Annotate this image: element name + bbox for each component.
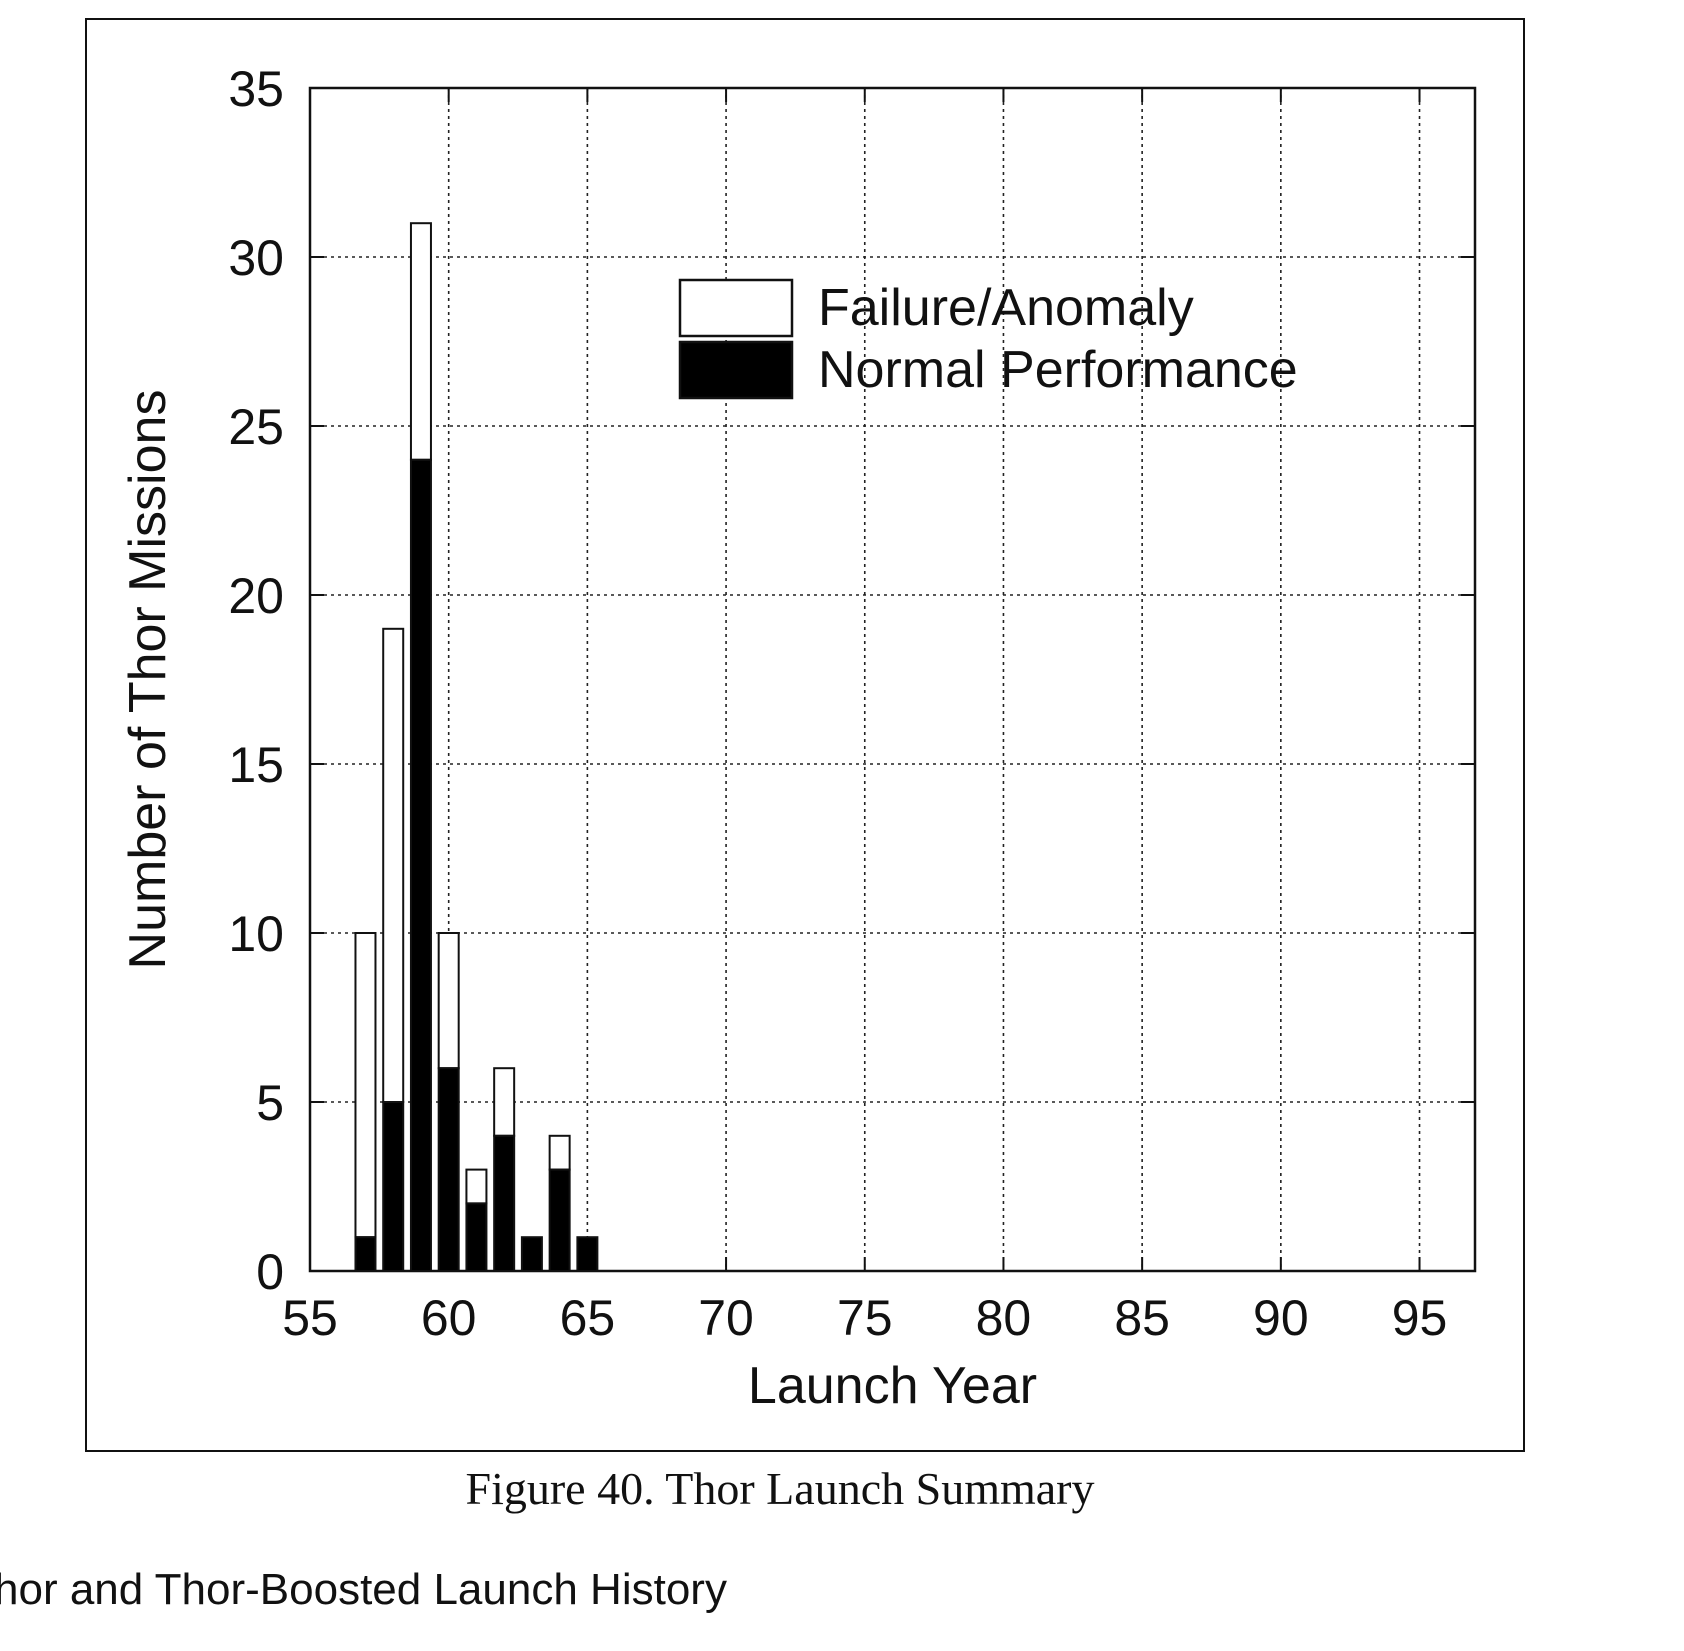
y-tick-label: 5: [256, 1075, 284, 1131]
legend-swatch-normal-performance: [678, 340, 794, 400]
x-tick-label: 65: [560, 1290, 616, 1346]
y-tick-label: 10: [228, 906, 284, 962]
y-tick-label: 20: [228, 568, 284, 624]
x-tick-label: 55: [282, 1290, 338, 1346]
bar-normal-performance: [465, 1202, 488, 1273]
plot-area-border: [308, 86, 1477, 1273]
bar-normal-performance: [576, 1236, 599, 1272]
chart-frame: [85, 18, 1525, 1452]
legend-label-failure-anomaly: Failure/Anomaly: [818, 279, 1194, 337]
legend-swatch-failure-anomaly: [678, 278, 794, 338]
section-heading: hor and Thor-Boosted Launch History: [0, 1565, 727, 1614]
x-tick-label: 85: [1114, 1290, 1170, 1346]
bar-failure-anomaly: [548, 1134, 571, 1171]
bar-failure-anomaly: [382, 627, 405, 1103]
bar-normal-performance: [520, 1236, 543, 1272]
bar-normal-performance: [548, 1168, 571, 1272]
x-tick-label: 70: [698, 1290, 754, 1346]
x-axis-title: Launch Year: [748, 1357, 1037, 1415]
bar-normal-performance: [354, 1236, 377, 1272]
x-tick-label: 60: [421, 1290, 477, 1346]
y-tick-label: 0: [256, 1244, 284, 1300]
y-axis-title: Number of Thor Missions: [119, 390, 177, 970]
y-tick-label: 30: [228, 230, 284, 286]
y-tick-label: 15: [228, 737, 284, 793]
thor-launch-chart: 0 5 10 15 20 25 30 35 55 60 65 70 75 80 85 90 95 Launch Y…: [119, 61, 1477, 1415]
bar-normal-performance: [382, 1101, 405, 1272]
bar-failure-anomaly: [465, 1168, 488, 1205]
bar-normal-performance: [409, 458, 432, 1272]
y-tick-label: 25: [228, 399, 284, 455]
x-tick-label: 80: [976, 1290, 1032, 1346]
x-tick-label: 75: [837, 1290, 893, 1346]
bar-failure-anomaly: [354, 932, 377, 1239]
x-tick-label: 90: [1253, 1290, 1309, 1346]
bar-failure-anomaly: [437, 932, 460, 1070]
bar-failure-anomaly: [493, 1067, 516, 1137]
bar-normal-performance: [437, 1067, 460, 1272]
y-tick-label: 35: [228, 61, 284, 117]
bar-normal-performance: [493, 1134, 516, 1273]
x-tick-label: 95: [1392, 1290, 1448, 1346]
legend-label-normal-performance: Normal Performance: [818, 341, 1298, 399]
figure-caption: Figure 40. Thor Launch Summary: [465, 1463, 1095, 1514]
bar-failure-anomaly: [409, 222, 432, 461]
